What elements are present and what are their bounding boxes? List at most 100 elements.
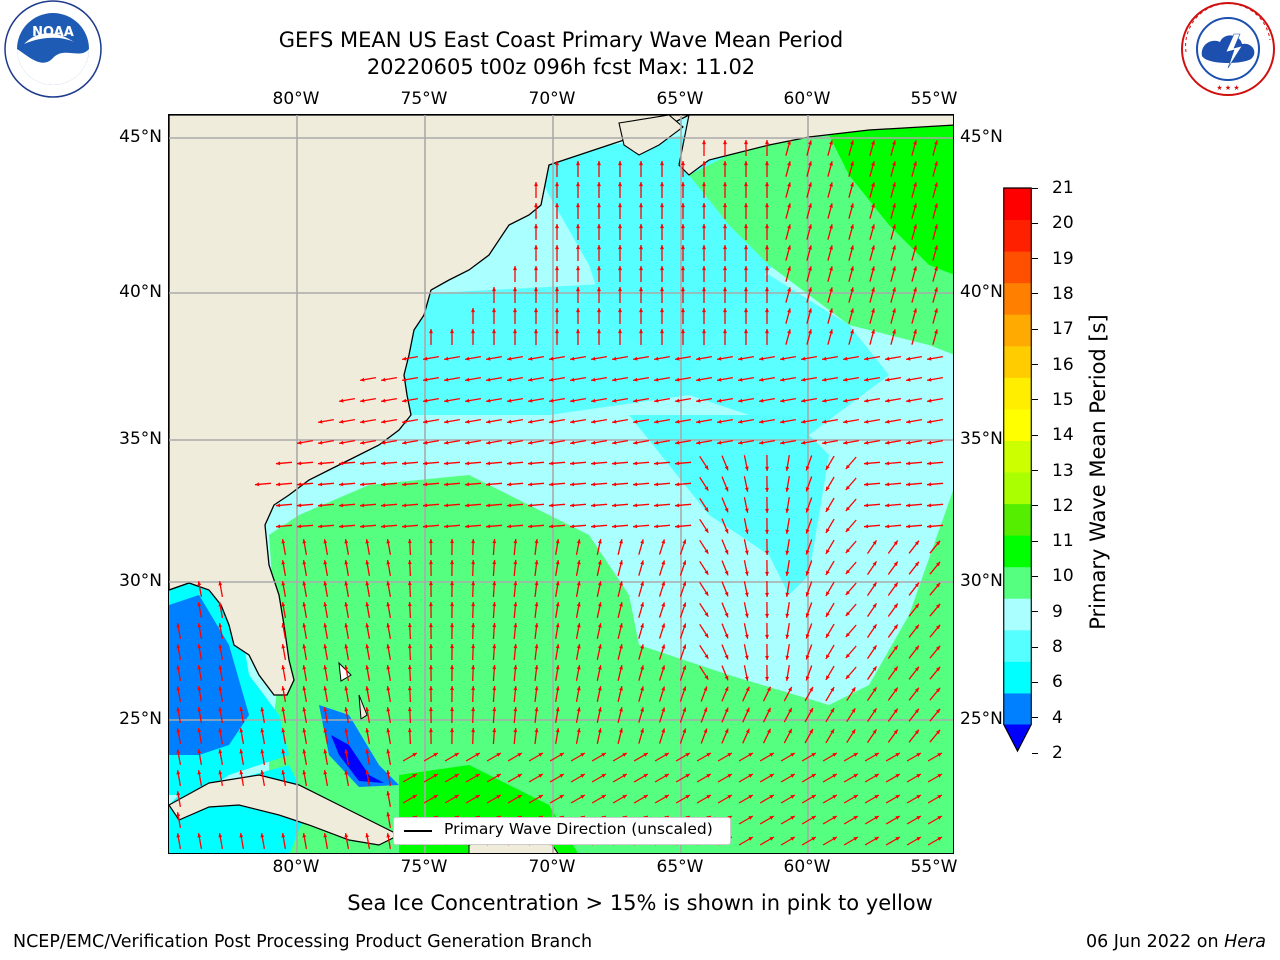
wave-arrow [323, 685, 329, 703]
wave-arrow [759, 773, 775, 783]
colorbar-tick-mark [1032, 222, 1038, 224]
wave-arrow [742, 707, 750, 723]
wave-arrow [723, 140, 727, 156]
wave-arrow [549, 794, 565, 804]
wave-arrow [423, 773, 439, 783]
wave-arrow [386, 727, 392, 745]
wave-arrow [513, 706, 518, 724]
colorbar-tick-label: 13 [1052, 460, 1074, 481]
wave-arrow [618, 287, 622, 303]
colorbar-band [1003, 566, 1032, 599]
wave-arrow [765, 559, 769, 577]
wave-arrow [785, 224, 791, 240]
wave-arrow [197, 622, 203, 640]
wave-arrow [632, 482, 650, 487]
wave-arrow [464, 461, 482, 466]
wave-arrow [444, 752, 460, 762]
wave-arrow [785, 266, 791, 282]
wave-arrow [866, 729, 878, 743]
colorbar-tick-label: 16 [1052, 354, 1074, 375]
wave-arrow [825, 602, 835, 618]
wave-arrow [702, 161, 706, 177]
wave-arrow [681, 182, 685, 198]
wave-arrow [716, 397, 734, 403]
wave-arrow [699, 518, 709, 534]
nws-logo-icon: ★ ★ ★ [1181, 2, 1275, 96]
wave-arrow [654, 752, 670, 762]
wave-arrow [908, 582, 920, 596]
wave-arrow [744, 161, 748, 177]
colorbar-tick-label: 6 [1052, 672, 1063, 693]
wave-arrow [848, 203, 854, 219]
wave-arrow [597, 266, 601, 282]
wave-arrow [863, 461, 881, 466]
wave-arrow [323, 748, 329, 766]
wave-arrow [658, 602, 666, 618]
wave-arrow [658, 560, 666, 576]
wave-arrow [275, 482, 293, 487]
wave-arrow [317, 418, 335, 424]
colorbar-band [1003, 377, 1032, 410]
wave-arrow [695, 376, 713, 382]
wave-arrow [527, 482, 545, 487]
wave-arrow [638, 560, 644, 576]
wave-arrow [699, 497, 709, 513]
wave-arrow [575, 622, 581, 640]
wave-arrow [590, 482, 608, 487]
wave-arrow [323, 706, 329, 724]
wave-arrow [534, 287, 538, 303]
wave-arrow [443, 524, 461, 529]
wave-arrow [932, 308, 938, 324]
wave-arrow [492, 580, 497, 598]
wave-arrow [653, 355, 671, 361]
wave-arrow [845, 456, 857, 470]
wave-arrow [716, 418, 734, 424]
wave-arrow [843, 794, 859, 804]
wave-arrow [407, 580, 412, 598]
wave-arrow [700, 728, 708, 744]
colorbar-title: Primary Wave Mean Period [s] [1086, 314, 1110, 630]
wave-arrow [344, 601, 350, 619]
wave-arrow [765, 245, 769, 261]
wave-arrow [869, 224, 875, 240]
wave-arrow [908, 561, 920, 575]
wave-arrow [323, 601, 329, 619]
wave-arrow [176, 664, 182, 682]
wave-arrow [695, 418, 713, 424]
wave-arrow [359, 418, 377, 424]
wave-arrow [805, 539, 813, 555]
wave-arrow [617, 728, 623, 744]
wave-arrow [344, 769, 350, 787]
wave-arrow [887, 561, 899, 575]
wave-arrow [846, 707, 856, 723]
canada-land [678, 115, 953, 176]
wave-arrow [822, 836, 838, 846]
wave-arrow [654, 794, 670, 804]
wave-arrow [402, 773, 418, 783]
wave-arrow [806, 161, 812, 177]
wave-arrow [464, 397, 482, 403]
wave-arrow [765, 580, 769, 598]
wave-arrow [926, 439, 944, 445]
wave-arrow [696, 794, 712, 804]
colorbar-tick-label: 20 [1052, 213, 1074, 234]
wave-arrow [679, 623, 687, 639]
wave-arrow [548, 355, 566, 361]
wave-arrow [779, 376, 797, 382]
wave-arrow [596, 581, 602, 597]
wave-arrow [884, 355, 902, 361]
wave-arrow [464, 439, 482, 445]
wave-arrow [302, 727, 308, 745]
wave-arrow [825, 665, 835, 681]
wave-arrow [176, 727, 182, 745]
wave-arrow [176, 790, 182, 808]
wave-arrow [618, 308, 622, 324]
wave-arrow [591, 752, 607, 762]
wave-arrow [632, 524, 650, 529]
wave-arrow [653, 524, 671, 529]
wave-arrow [744, 182, 748, 198]
wave-arrow [617, 623, 623, 639]
wave-arrow [681, 329, 685, 345]
cuba-land [169, 774, 401, 846]
wave-arrow [485, 482, 503, 487]
